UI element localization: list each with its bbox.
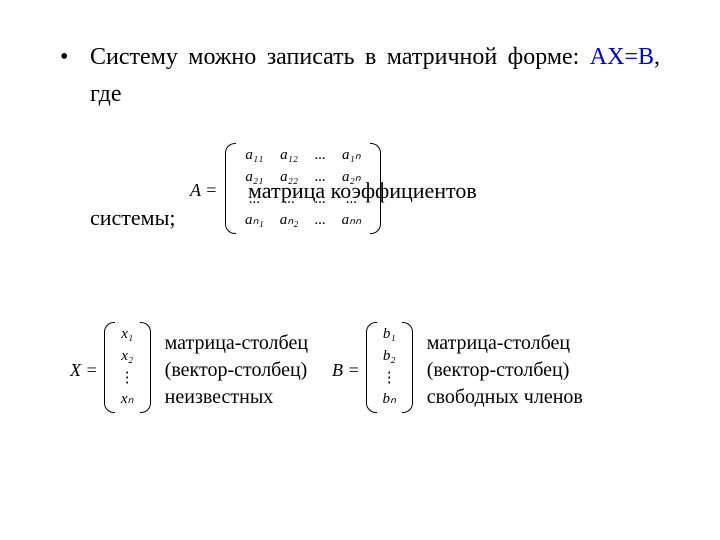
matrix-xb-block: X = x₁ x₂ ⋮ xₙ матрица-столбец (вектор-с…	[70, 300, 690, 440]
a-cell: aₙ₂	[272, 210, 307, 232]
a-cell: ...	[306, 210, 333, 232]
b-desc-l3: свободных членов	[427, 386, 583, 408]
matrix-b-lead: B =	[332, 360, 360, 381]
matrix-b: b₁ b₂ ⋮ bₙ	[366, 322, 413, 418]
b-cell: b₂	[378, 346, 401, 368]
bullet-prefix: Систему можно записать в матричной форме…	[90, 44, 579, 70]
a-cell: ...	[306, 145, 333, 167]
b-desc-l2: (вектор-столбец)	[427, 359, 570, 381]
matrix-equation: АХ=В	[590, 44, 654, 70]
b-cell: b₁	[378, 324, 401, 346]
bullet-text: Систему можно записать в матричной форме…	[90, 40, 660, 75]
x-desc-l1: матрица-столбец	[165, 332, 308, 354]
x-desc-l2: (вектор-столбец)	[165, 359, 308, 381]
matrix-b-desc: матрица-столбец (вектор-столбец) свободн…	[427, 330, 583, 411]
matrix-a-desc-right: матрица коэффициентов	[248, 178, 477, 204]
x-cell: ⋮	[116, 368, 139, 390]
bullet-marker: •	[60, 40, 90, 75]
matrix-x-desc: матрица-столбец (вектор-столбец) неизвес…	[165, 330, 308, 411]
a-cell: a₁₂	[272, 145, 307, 167]
matrix-a-block: A = a₁₁ a₁₂ ... a₁ₙ a₂₁ a₂₂ ... a₂ₙ	[90, 145, 650, 265]
b-cell: ⋮	[378, 368, 401, 390]
a-cell: a₁₁	[237, 145, 272, 167]
a-cell: aₙₙ	[334, 210, 369, 232]
bullet-line: • Систему можно записать в матричной фор…	[60, 40, 660, 75]
matrix-x-lead: X =	[70, 360, 98, 381]
x-cell: x₂	[116, 346, 139, 368]
b-desc-l1: матрица-столбец	[427, 332, 570, 354]
b-cell: bₙ	[378, 389, 401, 411]
matrix-a-lead: A =	[190, 180, 217, 201]
a-cell: aₙ₁	[237, 210, 272, 232]
matrix-x: x₁ x₂ ⋮ xₙ	[104, 322, 151, 418]
where-label: где	[90, 81, 660, 108]
x-cell: x₁	[116, 324, 139, 346]
equation-comma: ,	[654, 44, 660, 70]
a-cell: a₁ₙ	[334, 145, 369, 167]
x-cell: xₙ	[116, 389, 139, 411]
slide: • Систему можно записать в матричной фор…	[0, 0, 720, 540]
x-desc-l3: неизвестных	[165, 386, 274, 408]
matrix-a-desc-below: системы;	[90, 205, 176, 231]
